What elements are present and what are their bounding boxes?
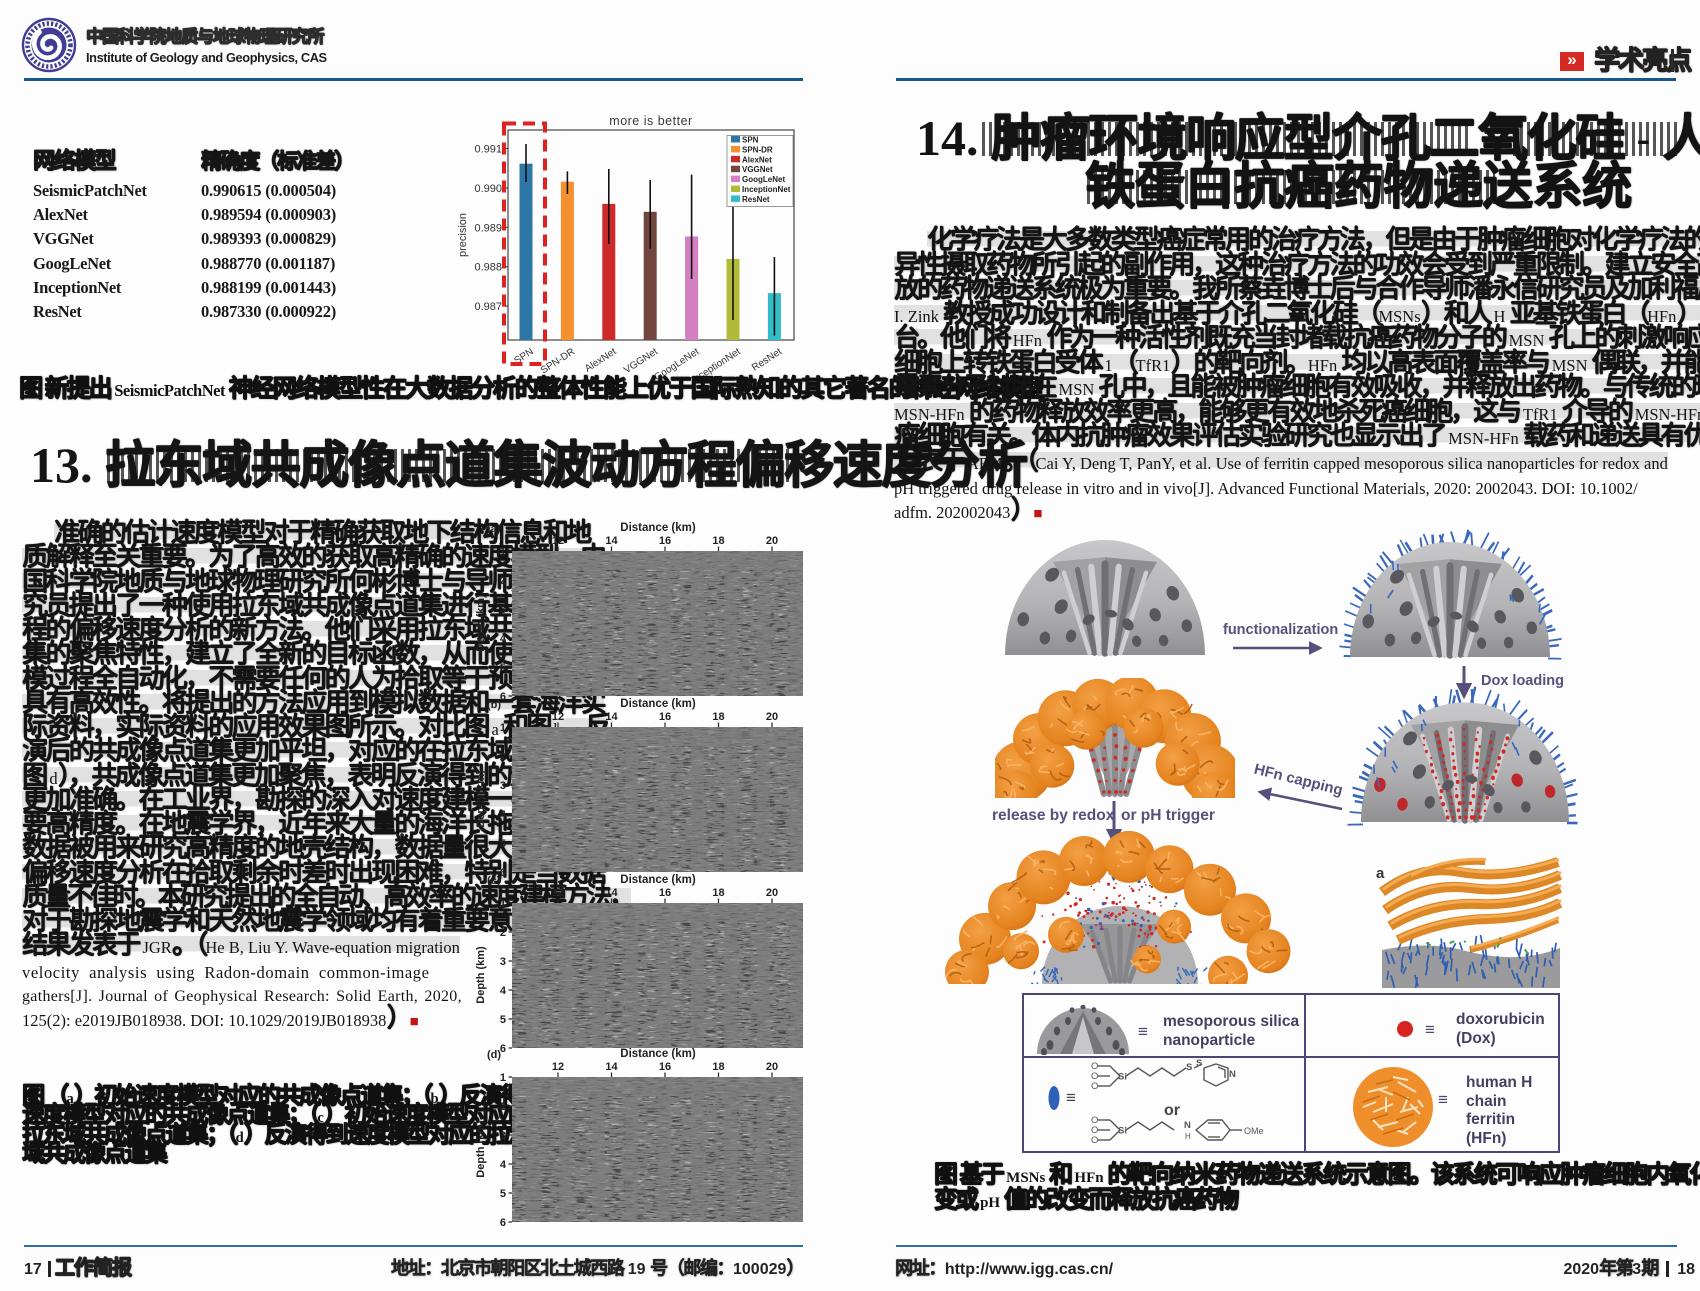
svg-text:14: 14 <box>605 887 618 899</box>
svg-text:16: 16 <box>659 887 671 899</box>
svg-text:InceptionNet: InceptionNet <box>742 185 791 194</box>
svg-text:(d): (d) <box>487 1049 501 1061</box>
svg-text:more is better: more is better <box>609 114 692 128</box>
svg-text:6: 6 <box>500 1043 506 1052</box>
svg-text:0.991: 0.991 <box>474 144 502 156</box>
svg-text:VGGNet: VGGNet <box>622 346 660 376</box>
svg-text:SPN-DR: SPN-DR <box>742 145 773 154</box>
svg-text:3: 3 <box>500 1130 506 1142</box>
svg-text:N: N <box>1184 1120 1191 1131</box>
svg-text:OMe: OMe <box>1244 1126 1264 1136</box>
svg-text:18: 18 <box>712 535 724 547</box>
svg-text:1: 1 <box>500 1072 506 1084</box>
svg-text:5: 5 <box>500 1014 506 1026</box>
svg-text:O: O <box>1091 1081 1098 1092</box>
svg-text:AlexNet: AlexNet <box>742 155 772 164</box>
svg-text:N: N <box>1229 1069 1236 1080</box>
svg-text:4: 4 <box>500 1159 507 1171</box>
svg-text:0.988: 0.988 <box>474 262 502 274</box>
svg-text:a: a <box>1376 865 1385 882</box>
svg-text:6: 6 <box>500 1217 506 1226</box>
svg-text:2: 2 <box>500 1101 506 1113</box>
svg-text:16: 16 <box>659 535 671 547</box>
svg-text:O: O <box>1091 1115 1098 1126</box>
svg-text:2: 2 <box>500 751 506 763</box>
svg-text:O: O <box>1091 1061 1098 1072</box>
svg-text:4: 4 <box>500 809 507 821</box>
svg-text:functionalization: functionalization <box>1223 622 1338 638</box>
svg-text:3: 3 <box>500 780 506 792</box>
svg-text:H: H <box>1185 1132 1191 1141</box>
svg-text:Distance (km): Distance (km) <box>620 522 696 534</box>
svg-text:Distance (km): Distance (km) <box>620 874 696 886</box>
svg-text:18: 18 <box>712 1061 724 1073</box>
svg-text:1: 1 <box>500 546 506 558</box>
svg-text:3: 3 <box>500 604 506 616</box>
svg-text:20: 20 <box>766 711 778 723</box>
svg-text:16: 16 <box>659 711 671 723</box>
svg-text:(b): (b) <box>487 699 501 711</box>
svg-text:18: 18 <box>712 711 724 723</box>
svg-text:0.987: 0.987 <box>474 301 502 313</box>
svg-text:4: 4 <box>500 985 507 997</box>
svg-text:12: 12 <box>552 711 564 723</box>
svg-text:AlexNet: AlexNet <box>583 346 619 374</box>
svg-text:20: 20 <box>766 1061 778 1073</box>
svg-text:Distance (km): Distance (km) <box>620 698 696 710</box>
svg-text:12: 12 <box>552 887 564 899</box>
svg-text:GoogLeNet: GoogLeNet <box>742 175 785 184</box>
svg-text:Dox loading: Dox loading <box>1481 673 1564 689</box>
svg-text:VGGNet: VGGNet <box>742 165 773 174</box>
svg-text:2: 2 <box>500 927 506 939</box>
svg-text:ResNet: ResNet <box>742 195 770 204</box>
svg-text:S: S <box>1186 1062 1192 1073</box>
svg-text:6: 6 <box>500 867 506 876</box>
svg-text:1: 1 <box>500 722 506 734</box>
svg-text:Depth (km): Depth (km) <box>475 594 487 652</box>
svg-text:O: O <box>1091 1071 1098 1082</box>
svg-text:1: 1 <box>500 898 506 910</box>
svg-text:12: 12 <box>552 535 564 547</box>
svg-text:20: 20 <box>766 535 778 547</box>
svg-text:14: 14 <box>605 711 618 723</box>
svg-text:O: O <box>1091 1135 1098 1146</box>
svg-text:14: 14 <box>605 535 618 547</box>
svg-text:(a): (a) <box>487 523 501 535</box>
svg-text:18: 18 <box>712 887 724 899</box>
svg-text:O: O <box>1091 1125 1098 1136</box>
svg-text:20: 20 <box>766 887 778 899</box>
svg-text:5: 5 <box>500 662 506 674</box>
svg-text:0.989: 0.989 <box>474 222 502 234</box>
svg-text:2: 2 <box>500 575 506 587</box>
svg-text:or: or <box>1164 1102 1180 1119</box>
svg-text:Distance (km): Distance (km) <box>620 1048 696 1060</box>
svg-text:3: 3 <box>500 956 506 968</box>
svg-text:S: S <box>1196 1058 1202 1069</box>
svg-text:release by redox: release by redox <box>992 807 1115 824</box>
svg-text:or pH trigger: or pH trigger <box>1121 807 1215 824</box>
svg-text:ResNet: ResNet <box>750 346 784 374</box>
svg-text:6: 6 <box>500 691 506 700</box>
svg-text:Depth (km): Depth (km) <box>475 946 487 1004</box>
svg-text:precision: precision <box>457 213 469 257</box>
svg-text:0.990: 0.990 <box>474 183 502 195</box>
svg-text:(c): (c) <box>487 875 501 887</box>
svg-text:16: 16 <box>659 1061 671 1073</box>
svg-text:SPN: SPN <box>742 136 759 145</box>
svg-text:5: 5 <box>500 838 506 850</box>
svg-text:Si: Si <box>1118 1126 1127 1137</box>
svg-text:5: 5 <box>500 1188 506 1200</box>
svg-text:Depth (km): Depth (km) <box>475 770 487 828</box>
svg-text:Si: Si <box>1118 1072 1127 1083</box>
svg-text:12: 12 <box>552 1061 564 1073</box>
svg-text:Depth (km): Depth (km) <box>475 1120 487 1178</box>
svg-text:14: 14 <box>605 1061 618 1073</box>
svg-text:4: 4 <box>500 633 507 645</box>
